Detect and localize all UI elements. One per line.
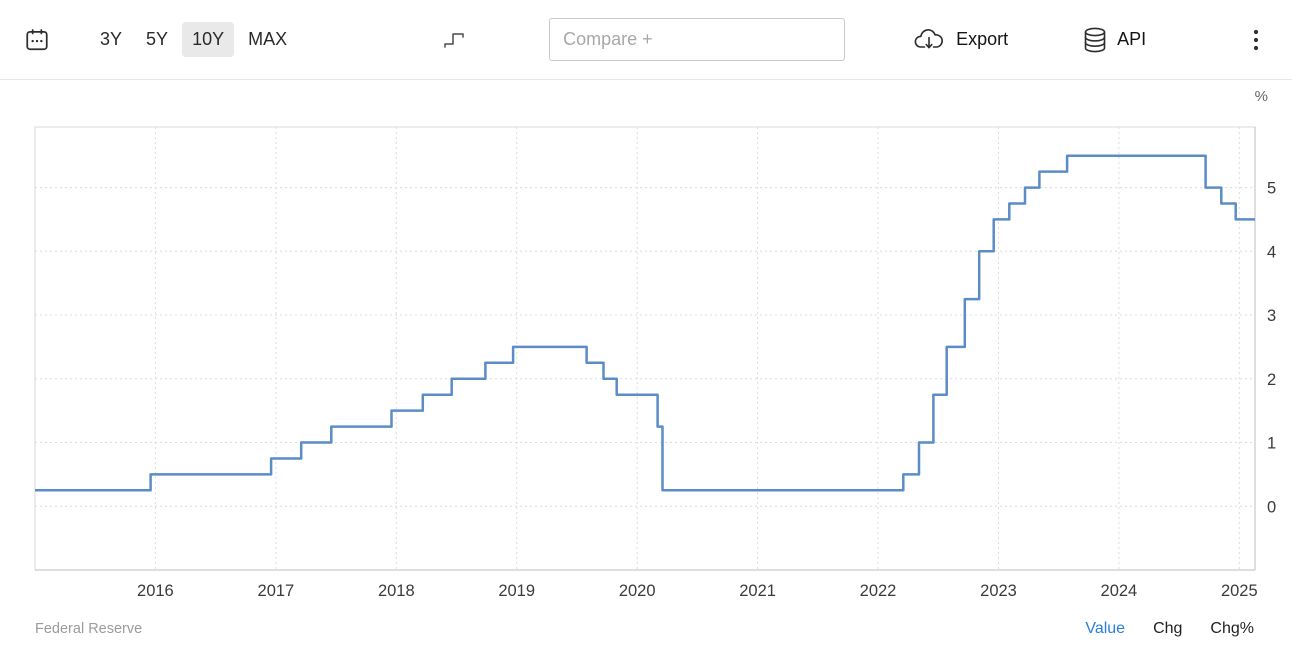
y-tick-label: 3 <box>1267 307 1276 325</box>
database-icon <box>1084 27 1106 52</box>
tab-value[interactable]: Value <box>1085 620 1126 637</box>
range-button-max[interactable]: MAX <box>238 22 297 57</box>
x-tick-label: 2024 <box>1101 582 1138 600</box>
range-button-10y[interactable]: 10Y <box>182 22 235 57</box>
x-tick-label: 2019 <box>498 582 535 600</box>
cloud-download-icon <box>914 29 944 49</box>
range-button-3y[interactable]: 3Y <box>90 22 132 57</box>
y-tick-label: 2 <box>1267 371 1276 389</box>
x-tick-label: 2022 <box>860 582 897 600</box>
export-button[interactable]: Export <box>911 26 1008 53</box>
fed-funds-step-chart[interactable]: 0 1 2 3 4 5 2016 2017 2018 2019 2020 2021 2022 2023 20… <box>0 80 1292 600</box>
calendar-icon <box>26 28 48 50</box>
footer-mode-tabs: Value Chg Chg% <box>1085 620 1254 638</box>
x-tick-label: 2018 <box>378 582 415 600</box>
x-tick-label: 2017 <box>258 582 295 600</box>
kebab-menu-icon <box>1253 29 1259 50</box>
chart-toolbar: 3Y 5Y 10Y MAX Export API <box>0 0 1292 80</box>
x-tick-label: 2021 <box>739 582 776 600</box>
chart-type-button[interactable] <box>443 30 467 50</box>
export-label: Export <box>956 29 1009 49</box>
y-tick-label: 4 <box>1267 243 1276 261</box>
tab-chg-pct[interactable]: Chg% <box>1210 620 1254 637</box>
chart-container: % 0 1 2 3 4 5 2016 2017 2018 2019 2020 2021 2022 2023… <box>0 80 1292 600</box>
y-tick-label: 0 <box>1267 498 1276 516</box>
tab-chg[interactable]: Chg <box>1153 620 1183 637</box>
x-tick-label: 2025 <box>1221 582 1258 600</box>
y-axis-unit-label: % <box>1254 88 1268 105</box>
y-tick-label: 5 <box>1267 180 1276 198</box>
x-tick-label: 2020 <box>619 582 656 600</box>
plot-border <box>34 126 1256 571</box>
chart-footer: Federal Reserve Value Chg Chg% <box>0 600 1292 664</box>
y-tick-label: 1 <box>1267 435 1276 453</box>
range-button-5y[interactable]: 5Y <box>136 22 178 57</box>
step-line-icon <box>444 32 464 48</box>
api-label: API <box>1117 29 1147 49</box>
calendar-button[interactable] <box>24 27 50 53</box>
range-selector: 3Y 5Y 10Y MAX <box>90 22 297 57</box>
x-tick-label: 2016 <box>137 582 174 600</box>
api-button[interactable]: API <box>1082 26 1146 54</box>
data-source-label: Federal Reserve <box>35 621 143 637</box>
series-line <box>35 154 1255 492</box>
x-tick-label: 2023 <box>980 582 1017 600</box>
compare-input[interactable] <box>549 18 846 61</box>
more-options-button[interactable] <box>1244 27 1268 53</box>
